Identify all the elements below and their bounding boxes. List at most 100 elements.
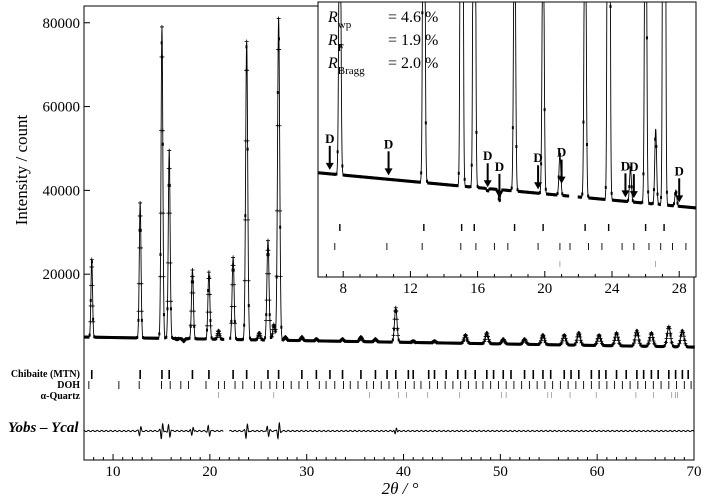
- observed-point: [151, 336, 154, 340]
- observed-point: [176, 337, 179, 341]
- observed-point: [221, 337, 224, 341]
- inset-plot: 8 12 16 20 24 28 Rwp = 4.6 % RF = 1.9 % RBragg = 2.…: [317, 1, 697, 297]
- observed-point: [204, 337, 207, 341]
- observed-point: [398, 340, 401, 344]
- observed-point: [257, 334, 260, 338]
- reflection-tick: [590, 370, 593, 379]
- main-plot: 20000 40000 60000 80000 10 20 30 40 50 60 70 Chibai…: [11, 5, 702, 480]
- observed-point: [152, 336, 155, 340]
- observed-point: [245, 68, 250, 73]
- inset-observed-point: [340, 44, 343, 48]
- observed-point: [150, 336, 153, 340]
- observed-point: [589, 343, 592, 347]
- inset-observed-point: [657, 202, 660, 206]
- observed-point: [196, 337, 199, 341]
- observed-point: [85, 335, 88, 339]
- observed-point: [438, 341, 441, 345]
- observed-point: [142, 336, 145, 340]
- observed-point: [433, 339, 436, 343]
- inset-observed-point: [555, 193, 558, 197]
- inset-observed-point: [457, 171, 460, 175]
- observed-point: [140, 318, 143, 322]
- inset-observed-point: [509, 189, 512, 193]
- observed-point: [198, 337, 201, 341]
- inset-observed-point: [676, 201, 679, 205]
- inset-observed-point: [447, 183, 450, 187]
- observed-point: [241, 337, 244, 341]
- inset-observed-point: [482, 186, 485, 190]
- observed-point: [354, 340, 357, 344]
- observed-point: [671, 344, 674, 348]
- reflection-tick: [549, 370, 552, 379]
- observed-point: [333, 339, 336, 343]
- reflection-tick: [606, 381, 608, 389]
- inset-observed-point: [682, 205, 685, 209]
- observed-point: [139, 309, 144, 314]
- inset-observed-point: [343, 173, 346, 177]
- observed-point: [125, 336, 128, 340]
- observed-point: [374, 337, 377, 341]
- observed-point: [648, 337, 651, 341]
- inset-observed-point: [688, 205, 691, 209]
- inset-observed-point: [476, 184, 479, 188]
- inset-observed-point: [611, 198, 614, 202]
- observed-point: [194, 336, 197, 340]
- observed-point: [369, 340, 372, 344]
- inset-observed-point: [368, 176, 371, 180]
- inset-observed-point: [656, 192, 659, 196]
- observed-point: [405, 340, 408, 344]
- observed-point: [633, 339, 636, 343]
- observed-point: [338, 339, 341, 343]
- inset-observed-point: [580, 195, 583, 199]
- observed-point: [143, 336, 146, 340]
- observed-point: [303, 339, 306, 343]
- inset-observed-point: [615, 199, 618, 203]
- observed-point: [167, 166, 172, 171]
- reflection-tick: [675, 392, 676, 398]
- observed-point: [452, 341, 455, 345]
- inset-observed-point: [677, 204, 680, 208]
- observed-point: [305, 339, 308, 343]
- observed-point: [153, 336, 156, 340]
- observed-point: [393, 327, 396, 331]
- observed-point: [186, 337, 189, 341]
- reflection-tick: [615, 370, 618, 379]
- inset-observed-point: [616, 199, 619, 203]
- observed-point: [307, 339, 310, 343]
- observed-point: [276, 91, 279, 95]
- reflection-tick: [668, 381, 670, 389]
- observed-point: [89, 298, 92, 302]
- inset-observed-point: [651, 201, 654, 205]
- inset-observed-point: [529, 191, 532, 195]
- observed-point: [485, 331, 488, 335]
- observed-point: [336, 339, 339, 343]
- observed-point: [360, 336, 363, 340]
- observed-point: [208, 275, 211, 279]
- observed-point: [581, 342, 584, 346]
- observed-point: [337, 339, 340, 343]
- observed-point: [459, 341, 462, 345]
- reflection-tick: [444, 381, 446, 389]
- observed-point: [343, 338, 346, 342]
- reflection-tick: [427, 392, 429, 398]
- observed-point: [609, 344, 612, 348]
- d-label: D: [384, 136, 393, 151]
- observed-point: [545, 342, 548, 346]
- inset-observed-point: [381, 177, 384, 181]
- observed-point: [210, 336, 213, 340]
- reflection-tick: [290, 381, 292, 389]
- reflection-tick: [273, 392, 275, 398]
- observed-point: [654, 344, 657, 348]
- observed-point: [353, 340, 356, 344]
- observed-point: [601, 342, 604, 346]
- d-arrowhead: [557, 176, 566, 184]
- observed-point: [411, 339, 414, 343]
- observed-point: [465, 334, 468, 338]
- d-label: D: [557, 145, 566, 160]
- observed-point: [243, 323, 246, 327]
- inset-observed-point: [442, 182, 445, 186]
- inset-observed-point: [409, 179, 412, 183]
- inset-observed-point: [518, 190, 521, 194]
- observed-point: [208, 310, 213, 315]
- observed-point: [542, 335, 545, 339]
